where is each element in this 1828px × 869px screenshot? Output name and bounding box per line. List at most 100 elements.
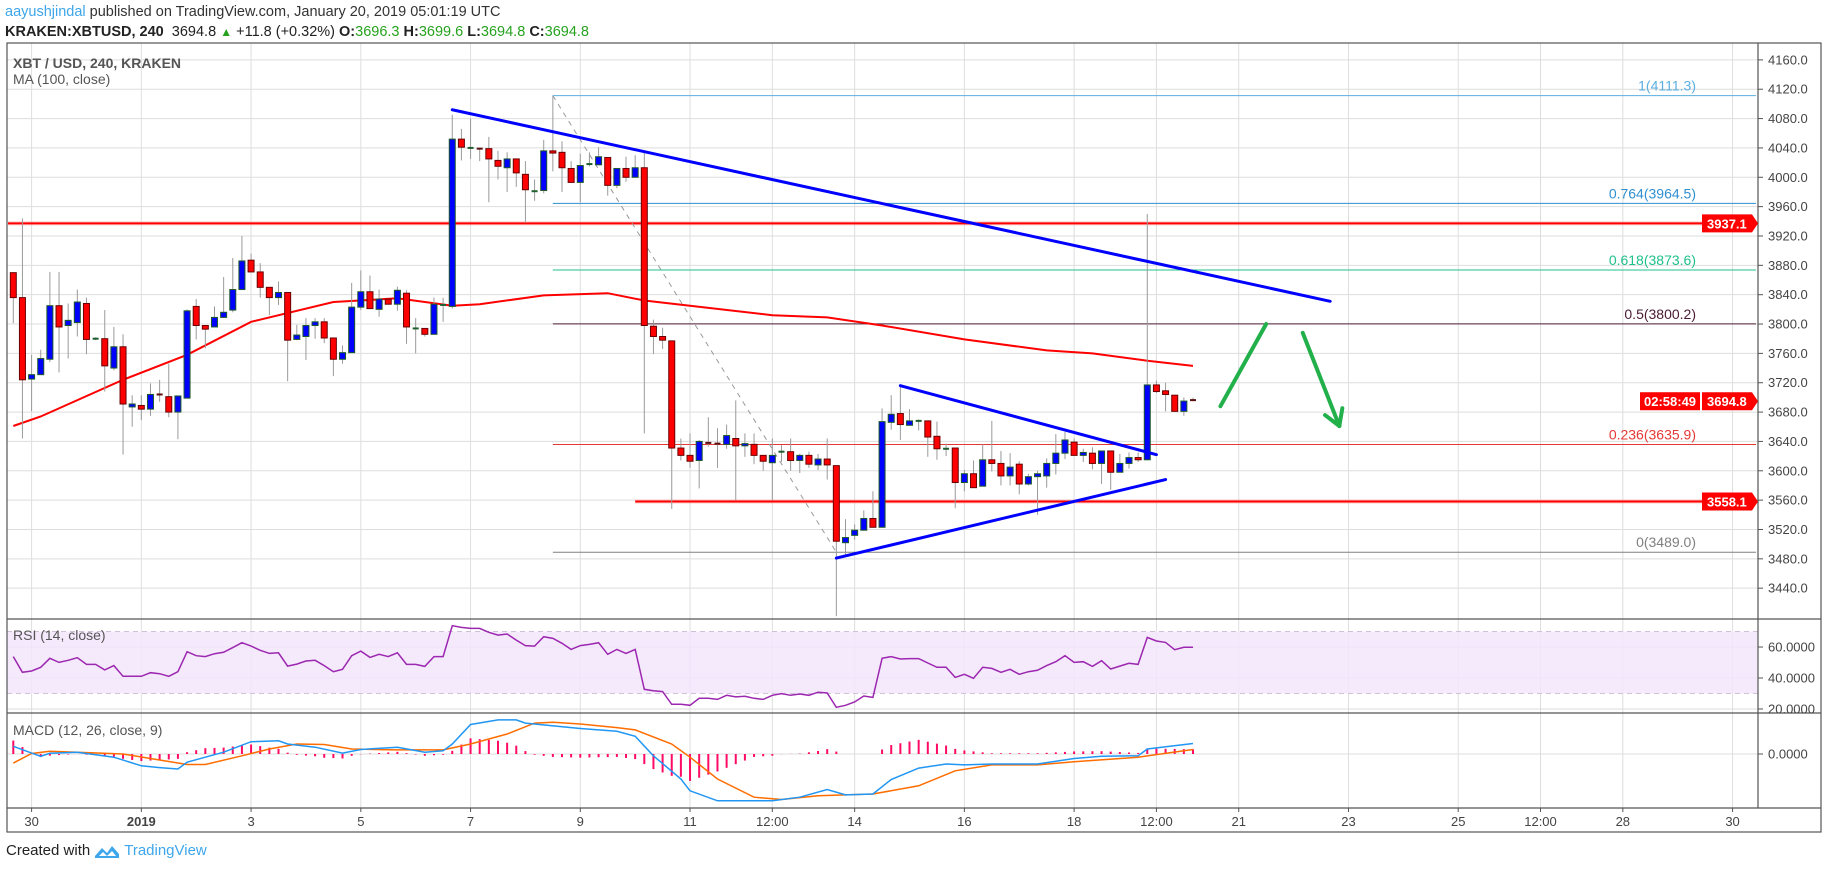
macd-pane[interactable] [12, 719, 1195, 802]
candle[interactable] [640, 152, 648, 434]
candle[interactable] [238, 235, 246, 291]
candle[interactable] [1006, 453, 1014, 486]
candle[interactable] [1043, 458, 1051, 488]
candle[interactable] [915, 419, 922, 431]
candle[interactable] [137, 395, 145, 421]
candle[interactable] [1098, 450, 1106, 484]
candle[interactable] [457, 128, 465, 161]
candle[interactable] [210, 306, 218, 328]
candle[interactable] [622, 156, 630, 182]
candle[interactable] [302, 318, 310, 360]
candle[interactable] [64, 303, 72, 359]
candle[interactable] [695, 439, 703, 489]
candle[interactable] [275, 281, 283, 305]
projected-down-move-arrow[interactable] [1300, 330, 1342, 429]
candle[interactable] [951, 447, 959, 509]
candle[interactable] [485, 136, 493, 203]
candle[interactable] [165, 363, 173, 418]
candle[interactable] [384, 298, 392, 305]
candle[interactable] [970, 460, 978, 489]
candle[interactable] [1152, 380, 1160, 394]
candle[interactable] [1024, 473, 1032, 486]
upper-resistance-trendline[interactable] [450, 108, 1332, 303]
candle[interactable] [531, 179, 538, 201]
candle[interactable] [878, 408, 886, 528]
candle[interactable] [595, 147, 603, 166]
candle[interactable] [778, 445, 785, 462]
axes[interactable]: 3440.0 3480.0 3520.0 3560.0 3600.0 3640.0 3680… [24, 52, 1815, 829]
candle[interactable] [430, 297, 438, 335]
candle[interactable] [841, 519, 849, 556]
candle[interactable] [146, 383, 154, 416]
candle[interactable] [329, 337, 337, 377]
candle[interactable] [494, 150, 502, 180]
candle[interactable] [869, 491, 877, 528]
candle[interactable] [759, 454, 767, 471]
candle[interactable] [284, 291, 292, 382]
candle[interactable] [119, 334, 127, 455]
candle[interactable] [183, 309, 191, 399]
candle[interactable] [156, 379, 163, 402]
candle[interactable] [787, 438, 795, 471]
candle[interactable] [366, 275, 374, 310]
candle[interactable] [1162, 382, 1170, 412]
price-chart[interactable]: 1(4111.3) 0.764(3964.5) 0.618(3873.6) 0.5(3… [0, 0, 1828, 835]
candle[interactable] [421, 327, 429, 337]
candle[interactable] [860, 510, 868, 531]
candle[interactable] [1070, 438, 1078, 456]
candle[interactable] [448, 114, 456, 309]
candle[interactable] [412, 318, 419, 354]
candle[interactable] [979, 444, 987, 487]
candle[interactable] [906, 409, 914, 426]
candle[interactable] [192, 299, 200, 340]
candle[interactable] [512, 158, 520, 187]
candle[interactable] [101, 310, 109, 392]
author-link[interactable]: aayushjindal [5, 4, 86, 20]
candle[interactable] [677, 438, 685, 461]
main-pane[interactable]: 1(4111.3) 0.764(3964.5) 0.618(3873.6) 0.5(3… [7, 78, 1758, 617]
candle[interactable] [1180, 397, 1188, 416]
candle[interactable] [1143, 213, 1151, 461]
candle[interactable] [540, 139, 548, 194]
candle[interactable] [741, 433, 749, 457]
candle[interactable] [1190, 397, 1197, 402]
candle[interactable] [128, 395, 136, 427]
candle[interactable] [1107, 450, 1115, 490]
candle[interactable] [467, 118, 474, 159]
candle[interactable] [375, 289, 383, 317]
rsi-pane[interactable] [12, 624, 1193, 709]
candle[interactable] [805, 451, 813, 468]
candle[interactable] [705, 417, 712, 447]
candle[interactable] [567, 161, 575, 183]
candle[interactable] [174, 395, 182, 440]
candle[interactable] [796, 453, 804, 473]
candle[interactable] [28, 354, 36, 412]
candle[interactable] [503, 152, 511, 192]
candle[interactable] [988, 420, 996, 472]
candle[interactable] [265, 286, 273, 316]
candle[interactable] [37, 349, 45, 376]
candle[interactable] [631, 155, 639, 178]
projected-up-move[interactable] [1218, 322, 1269, 409]
candle[interactable] [403, 290, 411, 344]
candle[interactable] [933, 421, 941, 460]
candle[interactable] [293, 324, 301, 341]
candle[interactable] [943, 443, 950, 457]
candle[interactable] [613, 167, 621, 189]
triangle-upper-trendline[interactable] [898, 384, 1158, 457]
candle[interactable] [814, 453, 822, 471]
candle[interactable] [339, 345, 347, 364]
candle[interactable] [586, 152, 593, 167]
candle[interactable] [73, 289, 81, 337]
candle[interactable] [1088, 447, 1096, 470]
candle[interactable] [311, 318, 319, 339]
candle[interactable] [9, 272, 17, 324]
candle[interactable] [924, 420, 932, 457]
candle[interactable] [732, 400, 740, 501]
candle[interactable] [896, 385, 904, 440]
candle[interactable] [1061, 431, 1069, 460]
candle[interactable] [604, 156, 612, 196]
candle[interactable] [576, 153, 584, 203]
candle[interactable] [887, 395, 895, 430]
candle[interactable] [110, 326, 118, 371]
